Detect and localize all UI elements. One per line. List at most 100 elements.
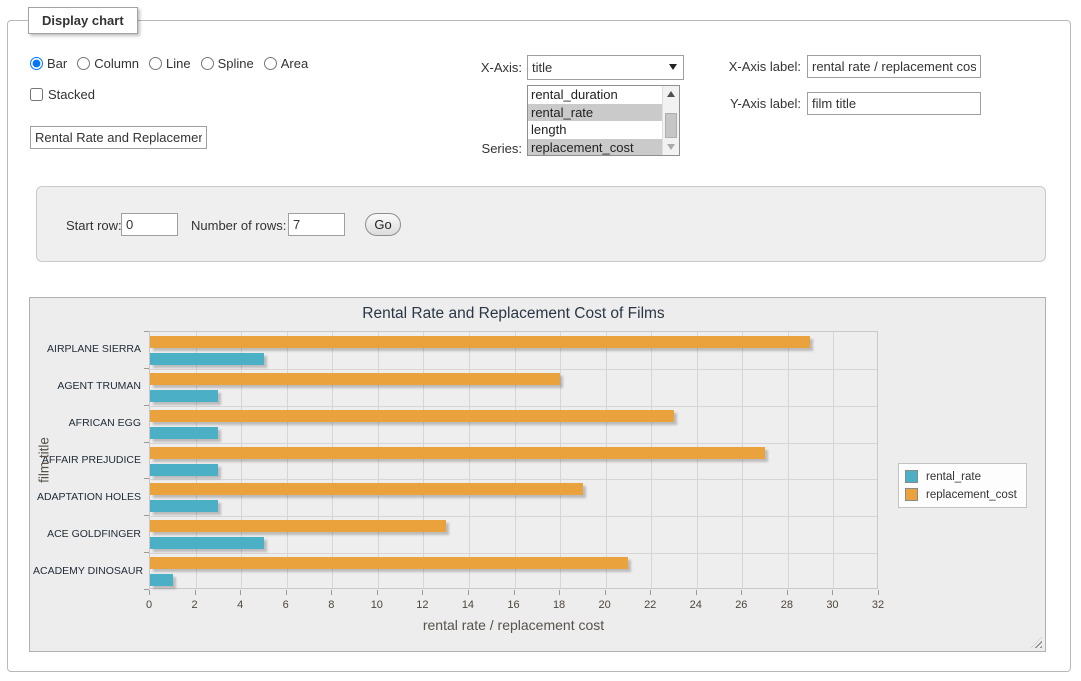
x-tick-mark	[422, 590, 423, 595]
x-tick-mark	[286, 590, 287, 595]
plot-area	[149, 331, 878, 589]
x-tick-label: 22	[644, 599, 656, 611]
legend-item: rental_rate	[905, 470, 1017, 483]
chart-type-radio-column[interactable]	[77, 57, 90, 70]
x-tick-mark	[696, 590, 697, 595]
chart-container: Rental Rate and Replacement Cost of Film…	[29, 297, 1046, 652]
rental_rate-bar	[150, 464, 218, 476]
chart-type-option-spline[interactable]: Spline	[201, 56, 254, 71]
y-tick-label: AIRPLANE SIERRA	[33, 343, 141, 355]
chart-type-radio-line[interactable]	[149, 57, 162, 70]
gridline-horizontal	[150, 516, 877, 517]
x-tick-mark	[605, 590, 606, 595]
chart-type-radio-label: Area	[281, 56, 308, 71]
y-tick-mark	[144, 331, 149, 332]
chart-type-option-line[interactable]: Line	[149, 56, 191, 71]
y-tick-mark	[144, 368, 149, 369]
gridline-vertical	[332, 332, 333, 588]
x-tick-label: 30	[826, 599, 838, 611]
display-chart-page: Display chart BarColumnLineSplineArea St…	[0, 0, 1081, 681]
chart-type-radio-label: Bar	[47, 56, 67, 71]
series-option-length[interactable]: length	[528, 121, 662, 139]
chart-type-radio-label: Line	[166, 56, 191, 71]
gridline-vertical	[697, 332, 698, 588]
series-multiselect[interactable]: rental_durationrental_ratelengthreplacem…	[527, 85, 680, 156]
x-tick-mark	[377, 590, 378, 595]
x-tick-label: 20	[599, 599, 611, 611]
chart-title: Rental Rate and Replacement Cost of Film…	[149, 305, 878, 323]
number-of-rows-input[interactable]	[288, 213, 345, 236]
stacked-row: Stacked	[30, 87, 95, 102]
x-axis-title: rental rate / replacement cost	[149, 617, 878, 633]
x-tick-mark	[787, 590, 788, 595]
x-tick-label: 10	[371, 599, 383, 611]
y-tick-label: AGENT TRUMAN	[33, 380, 141, 392]
x-tick-mark	[559, 590, 560, 595]
gridline-horizontal	[150, 443, 877, 444]
x-tick-label: 8	[328, 599, 334, 611]
legend-swatch-replacement_cost	[905, 488, 918, 501]
x-tick-mark	[514, 590, 515, 595]
y-axis-label-input[interactable]	[807, 92, 981, 115]
gridline-horizontal	[150, 369, 877, 370]
number-of-rows-label: Number of rows:	[191, 218, 286, 233]
replacement_cost-bar	[150, 410, 674, 422]
start-row-input[interactable]	[121, 213, 178, 236]
rental_rate-bar	[150, 353, 264, 365]
series-option-rental_duration[interactable]: rental_duration	[528, 86, 662, 104]
x-tick-mark	[149, 590, 150, 595]
x-tick-mark	[650, 590, 651, 595]
chart-type-option-area[interactable]: Area	[264, 56, 308, 71]
scroll-up-icon[interactable]	[667, 91, 675, 97]
legend-item: replacement_cost	[905, 488, 1017, 501]
gridline-vertical	[469, 332, 470, 588]
gridline-horizontal	[150, 479, 877, 480]
stacked-checkbox[interactable]	[30, 88, 43, 101]
start-row-label: Start row:	[66, 218, 122, 233]
x-axis-select[interactable]: title	[527, 55, 684, 80]
go-button[interactable]: Go	[365, 213, 401, 236]
chart-type-radio-group: Bar Column Line Spline Area	[30, 56, 318, 71]
chart-type-radio-spline[interactable]	[201, 57, 214, 70]
y-tick-label: AFRICAN EGG	[33, 417, 141, 429]
series-option-replacement_cost[interactable]: replacement_cost	[528, 139, 662, 156]
series-options: rental_durationrental_ratelengthreplacem…	[528, 86, 662, 155]
x-tick-mark	[832, 590, 833, 595]
x-axis-label-input[interactable]	[807, 55, 981, 78]
chart-type-radio-label: Spline	[218, 56, 254, 71]
series-option-rental_rate[interactable]: rental_rate	[528, 104, 662, 122]
replacement_cost-bar	[150, 373, 560, 385]
x-tick-mark	[468, 590, 469, 595]
chart-type-option-column[interactable]: Column	[77, 56, 139, 71]
gridline-vertical	[742, 332, 743, 588]
gridline-vertical	[378, 332, 379, 588]
scroll-down-icon[interactable]	[667, 144, 675, 150]
series-scrollbar[interactable]	[662, 86, 679, 155]
y-tick-mark	[144, 552, 149, 553]
chart-title-input[interactable]	[30, 126, 207, 149]
gridline-vertical	[241, 332, 242, 588]
chart-type-radio-label: Column	[94, 56, 139, 71]
replacement_cost-bar	[150, 483, 583, 495]
gridline-vertical	[788, 332, 789, 588]
legend-label: rental_rate	[926, 471, 981, 483]
gridline-horizontal	[150, 406, 877, 407]
x-tick-label: 28	[781, 599, 793, 611]
scrollbar-thumb[interactable]	[665, 113, 677, 138]
chart-type-option-bar[interactable]: Bar	[30, 56, 67, 71]
gridline-vertical	[196, 332, 197, 588]
rental_rate-bar	[150, 390, 218, 402]
resize-handle-icon[interactable]	[1031, 637, 1042, 648]
y-tick-mark	[144, 405, 149, 406]
row-range-panel: Start row: Number of rows: Go	[36, 186, 1046, 262]
x-axis-select-wrap: title	[527, 55, 684, 80]
stacked-label: Stacked	[48, 87, 95, 102]
x-axis-label-field-label: X-Axis label:	[710, 59, 801, 74]
chart-type-radio-area[interactable]	[264, 57, 277, 70]
x-tick-label: 26	[735, 599, 747, 611]
y-tick-mark	[144, 515, 149, 516]
chart-type-radio-bar[interactable]	[30, 57, 43, 70]
y-tick-mark	[144, 478, 149, 479]
x-tick-mark	[741, 590, 742, 595]
replacement_cost-bar	[150, 336, 810, 348]
